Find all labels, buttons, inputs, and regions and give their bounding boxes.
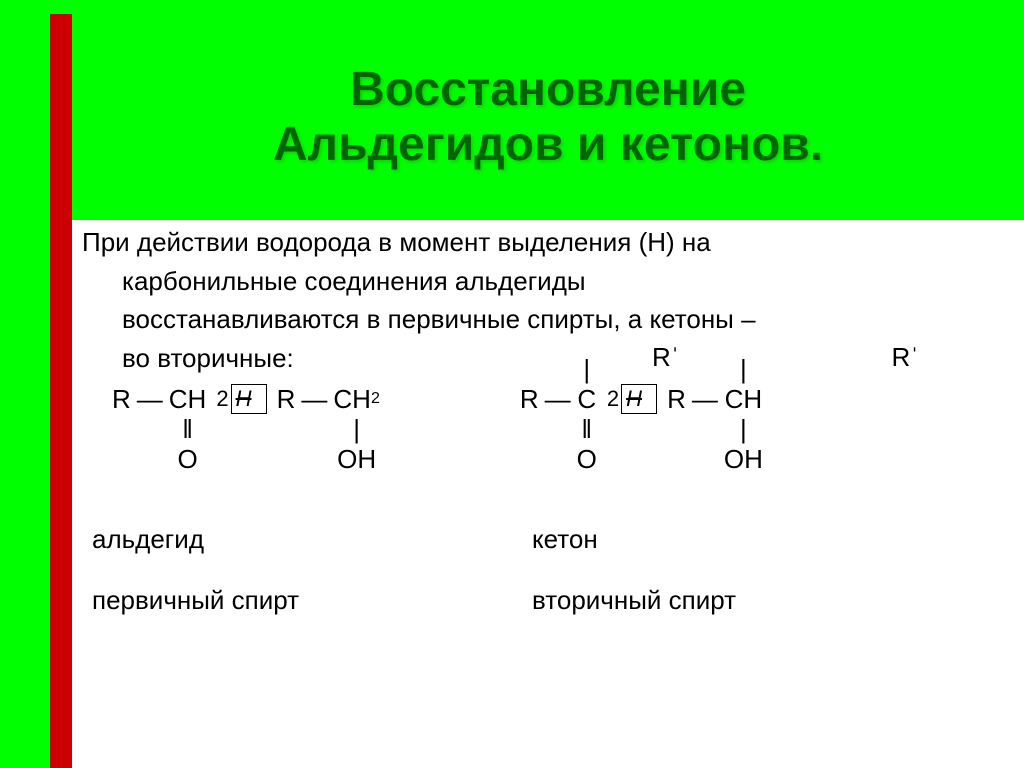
ket-sbond-top2: | — [740, 354, 747, 384]
aldehyde-reaction: R — CH ‖ O 2H R — [112, 384, 380, 474]
content-area: При действии водорода в момент выделения… — [72, 220, 1024, 768]
ket-CH: CH — [725, 384, 763, 414]
ald-O: O — [177, 444, 197, 474]
label-secondary: вторичный спирт — [532, 585, 736, 616]
ket-R2: R — [667, 384, 686, 414]
ald-sbond: | — [353, 414, 360, 444]
ket-sbond-top: | — [583, 354, 590, 384]
ald-sub2: 2 — [371, 384, 380, 414]
ketone-reaction: R — | C ‖ O 2H — [520, 354, 763, 474]
ket-two: 2 — [607, 384, 619, 414]
ald-H-bracket: H — [231, 384, 254, 414]
title-line-2: Альдегидов и кетонов. — [273, 117, 823, 172]
ket-C: C — [577, 384, 596, 414]
ald-R2: R — [277, 384, 296, 414]
left-red-bar — [50, 14, 72, 768]
top-green-bar — [0, 0, 1024, 14]
ket-H-bracket: H — [621, 384, 644, 414]
ketone-r1-top-right: Rˈ — [891, 342, 918, 372]
ket-R: R — [520, 384, 539, 414]
ald-OH: OH — [337, 444, 376, 474]
left-green-bar — [0, 0, 50, 768]
bond-dash4: — — [692, 384, 718, 414]
labels-row-2: первичный спирт вторичный спирт — [82, 585, 1004, 616]
ket-O: O — [577, 444, 597, 474]
para-line-1: При действии водорода в момент выделения… — [82, 226, 1004, 259]
para-line-2: карбонильные соединения альдегиды — [82, 265, 1004, 298]
bond-dash2: — — [301, 384, 327, 414]
bond-dash3: — — [545, 384, 571, 414]
ald-dbond: ‖ — [182, 414, 193, 444]
label-primary: первичный спирт — [92, 585, 532, 616]
ald-CH: CH — [169, 384, 207, 414]
ket-OH: OH — [724, 444, 763, 474]
ket-dbond: ‖ — [581, 414, 592, 444]
title-line-1: Восстановление — [350, 62, 746, 117]
ald-two: 2 — [216, 384, 228, 414]
ald-R: R — [112, 384, 131, 414]
slide-title-area: Восстановление Альдегидов и кетонов. — [72, 14, 1024, 220]
para-line-4: во вторичные: — [82, 342, 522, 375]
ald-CH2: CH — [333, 384, 371, 414]
ket-sbond: | — [740, 414, 747, 444]
label-aldehyde: альдегид — [92, 524, 532, 555]
reaction-diagrams: R — CH ‖ O 2H R — [82, 384, 1004, 474]
para-line-3: восстанавливаются в первичные спирты, а … — [82, 303, 1004, 336]
labels-row-1: альдегид кетон — [82, 524, 1004, 555]
label-ketone: кетон — [532, 524, 598, 555]
bond-dash: — — [137, 384, 163, 414]
